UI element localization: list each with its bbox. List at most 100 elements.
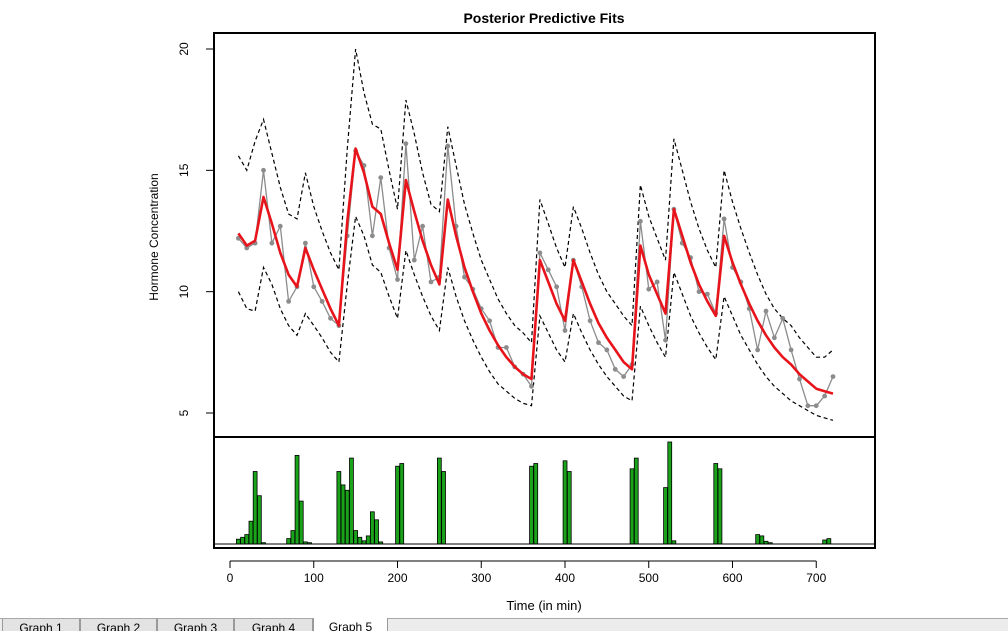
lower-band-line [237,214,834,421]
x-tick-label: 600 [722,571,742,585]
tab-graph-2[interactable]: Graph 2 [80,619,157,631]
observed-point [637,218,643,224]
observed-point [621,374,627,379]
pulse-bar [349,457,354,545]
observed-point [663,337,668,343]
observed-point [604,347,610,353]
observed-point [378,175,384,181]
pulse-bar [357,536,363,545]
observed-line [237,143,834,407]
tab-graph-5[interactable]: Graph 5 [313,618,388,631]
observed-point [596,340,601,346]
observed-point [395,277,400,282]
observed-point [487,318,493,324]
observed-point [302,240,308,246]
upper-band-line [237,48,834,358]
observed-point [277,223,283,229]
pulse-bar [353,530,359,545]
pulse-bar [529,465,534,545]
x-tick-label: 100 [304,571,324,585]
y-tick-label: 20 [177,42,191,56]
observed-point [822,393,828,399]
observed-point [369,233,375,239]
x-tick-label: 700 [806,571,826,585]
pulse-bar [294,454,300,545]
observed-point [403,141,409,147]
pulse-bar [826,538,832,545]
observed-point [704,291,710,297]
observed-point [721,216,727,222]
pulse-bar [235,538,241,545]
pulse-bar [667,441,673,545]
observed-point [319,298,325,304]
observed-point [503,345,509,350]
observed-point [462,274,467,280]
pulse-bar [248,520,254,545]
y-axis: 5 10 15 20 [177,42,215,416]
pulse-bar [298,500,304,545]
observed-point [788,347,794,353]
pulse-bar [395,465,400,545]
pulse-bar [336,471,342,545]
credible-bands [237,48,834,421]
x-tick-label: 200 [387,571,407,585]
observed-point [830,374,836,379]
pulse-bar [533,463,539,545]
pulse-bar [290,530,296,545]
observed-point [420,223,426,229]
pulse-bar [436,457,442,545]
pulse-bar [365,535,371,545]
posterior-fit [237,147,834,395]
pulse-bar [244,534,250,545]
pulse-bar [759,535,765,545]
observed-point [755,347,761,353]
observed-point [244,245,250,251]
pulse-bar [441,471,446,545]
posterior-mean-line [237,147,834,395]
pulse-bar [562,460,568,545]
pulse-bar [252,471,258,545]
observed-point [411,257,417,263]
lower-plot-frame [213,436,876,549]
x-axis-label: Time (in min) [506,598,581,613]
observed-point [537,250,543,256]
observed-series [235,141,836,409]
observed-point [587,318,593,324]
pulse-bars [214,441,875,545]
pulse-bar [286,538,292,545]
x-tick-label: 400 [555,571,575,585]
tab-graph-1[interactable]: Graph 1 [2,619,80,631]
tab-graph-4[interactable]: Graph 4 [234,619,313,631]
chart-title: Posterior Predictive Fits [463,10,624,26]
upper-plot-frame [213,32,876,438]
pulse-bar [629,468,635,545]
observed-point [545,267,551,273]
pulse-bar [369,511,375,545]
observed-point [445,143,451,149]
pulse-bar [713,463,719,545]
x-tick-label: 300 [471,571,491,585]
observed-point [311,284,317,290]
observed-point [612,366,618,372]
observed-point [805,403,811,409]
observed-point [328,315,333,321]
observed-point [562,328,568,333]
pulse-bar [344,489,350,545]
observed-point [654,279,660,285]
pulse-bar [374,519,379,545]
observed-point [797,376,802,382]
observed-point [554,284,560,290]
pulse-bar [399,463,405,545]
pulse-bar [755,534,761,545]
y-tick-label: 5 [177,409,191,416]
y-axis-label: Hormone Concentration [147,173,161,300]
x-tick-label: 0 [227,571,234,585]
graph-tab-strip: Graph 1 Graph 2 Graph 3 Graph 4 Graph 5 [0,618,1008,631]
x-tick-label: 500 [639,571,659,585]
observed-point [780,315,786,321]
observed-point [529,383,534,389]
pulse-bar [256,495,262,545]
pulse-bar [663,487,668,545]
pulse-bar [822,539,828,545]
tab-graph-3[interactable]: Graph 3 [157,619,234,631]
